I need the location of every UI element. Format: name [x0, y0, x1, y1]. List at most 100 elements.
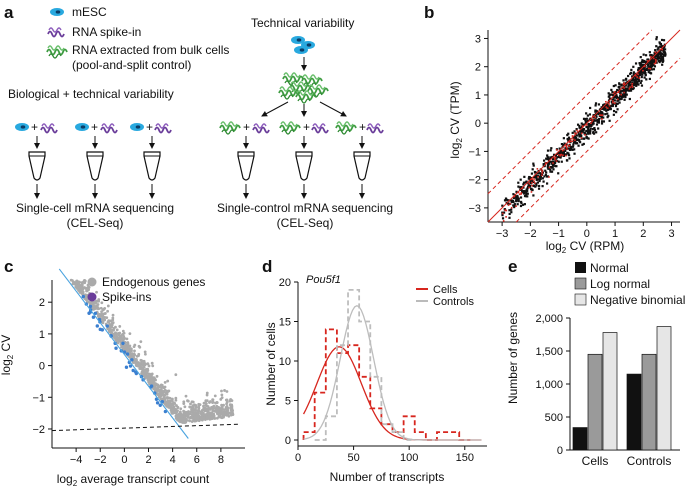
c-point-endogenous — [222, 403, 225, 407]
b-point — [501, 217, 505, 220]
b-point — [614, 84, 617, 87]
b-point-red — [536, 168, 539, 170]
b-point — [557, 172, 560, 175]
b-point — [571, 131, 574, 134]
b-point-red — [565, 154, 567, 157]
c-point-endogenous — [133, 357, 136, 361]
c-point-endogenous — [76, 285, 79, 289]
c-point-endogenous — [111, 316, 115, 320]
b-point — [631, 79, 634, 82]
b-point — [524, 195, 527, 198]
b-point-red — [574, 132, 576, 134]
b-point — [541, 177, 544, 180]
c-point-endogenous — [78, 290, 82, 294]
b-point — [575, 134, 578, 137]
b-point — [592, 122, 595, 125]
b-point — [629, 71, 633, 74]
b-point — [597, 127, 600, 130]
b-point — [607, 95, 610, 98]
c-point-endogenous — [151, 364, 155, 368]
c-point-endogenous — [117, 333, 121, 337]
c-point-endogenous — [102, 317, 105, 320]
single-control-line2: (CEL-Seq) — [277, 216, 334, 230]
b-point — [517, 197, 520, 200]
b-point-red — [533, 180, 535, 183]
b-point — [623, 98, 626, 101]
tube-icon — [28, 151, 46, 181]
c-point-endogenous — [141, 368, 145, 371]
b-point — [608, 97, 611, 100]
b-point — [551, 166, 554, 169]
b-point — [649, 72, 653, 75]
c-noise-floor-line — [51, 423, 239, 432]
c-point-endogenous — [224, 398, 228, 402]
c-y-tick-label: 0 — [39, 361, 45, 373]
b-point — [642, 60, 645, 64]
b-point-red — [571, 140, 574, 142]
b-x-tick-label: −2 — [524, 228, 537, 240]
b-point — [552, 168, 555, 171]
c-point-endogenous — [130, 349, 133, 353]
b-point — [578, 135, 581, 138]
b-point-red — [620, 93, 622, 96]
b-point — [607, 114, 610, 117]
c-point-endogenous — [100, 312, 104, 316]
c-point-endogenous — [142, 359, 146, 363]
c-point-spike — [125, 352, 130, 356]
c-point-endogenous — [176, 405, 180, 409]
c-point-endogenous — [172, 401, 176, 405]
b-point — [522, 181, 526, 184]
b-point — [655, 61, 658, 64]
b-point — [578, 126, 581, 129]
b-point — [640, 79, 643, 83]
b-point-red — [655, 58, 657, 61]
c-point-endogenous — [225, 390, 229, 393]
b-point-red — [638, 77, 641, 79]
b-point — [600, 106, 603, 109]
c-point-endogenous — [216, 412, 220, 416]
c-point-endogenous — [153, 387, 157, 391]
b-point — [600, 116, 603, 119]
c-point-endogenous — [194, 413, 198, 417]
b-point — [559, 149, 562, 153]
b-point — [546, 149, 550, 152]
b-point — [587, 132, 590, 135]
b-point — [562, 144, 565, 147]
c-point-endogenous — [150, 372, 154, 376]
c-point-endogenous — [180, 415, 184, 418]
b-point-red — [623, 82, 625, 84]
c-point-endogenous — [138, 345, 142, 349]
b-point — [656, 57, 660, 60]
b-point — [606, 112, 609, 115]
c-point-spike — [91, 315, 96, 319]
b-point — [532, 184, 535, 188]
c-point-spike — [130, 358, 134, 362]
b-point — [648, 51, 651, 54]
b-point — [655, 38, 658, 41]
panel-d-label: d — [262, 257, 272, 276]
e-y-tick-label: 0 — [557, 445, 563, 457]
c-point-endogenous — [178, 416, 182, 419]
b-point — [595, 131, 598, 134]
b-point-red — [552, 162, 554, 164]
b-y-tick-label: −3 — [468, 203, 481, 215]
b-point — [504, 197, 508, 200]
b-point — [628, 82, 631, 86]
b-point — [632, 73, 635, 76]
c-point-endogenous — [121, 329, 125, 333]
c-point-endogenous — [146, 362, 150, 366]
c-point-endogenous — [128, 332, 132, 335]
b-point-red — [591, 115, 594, 118]
b-point-red — [601, 118, 603, 120]
c-point-endogenous — [183, 421, 187, 424]
b-point — [626, 74, 630, 78]
c-point-endogenous — [230, 409, 234, 413]
c-point-endogenous — [137, 354, 140, 358]
b-point — [615, 96, 619, 100]
c-x-tick-label: 6 — [194, 454, 200, 466]
single-cell-line1: Single-cell mRNA sequencing — [16, 201, 174, 215]
b-point — [640, 60, 643, 64]
b-point — [612, 96, 615, 99]
b-point — [619, 97, 622, 101]
b-point — [618, 101, 621, 104]
